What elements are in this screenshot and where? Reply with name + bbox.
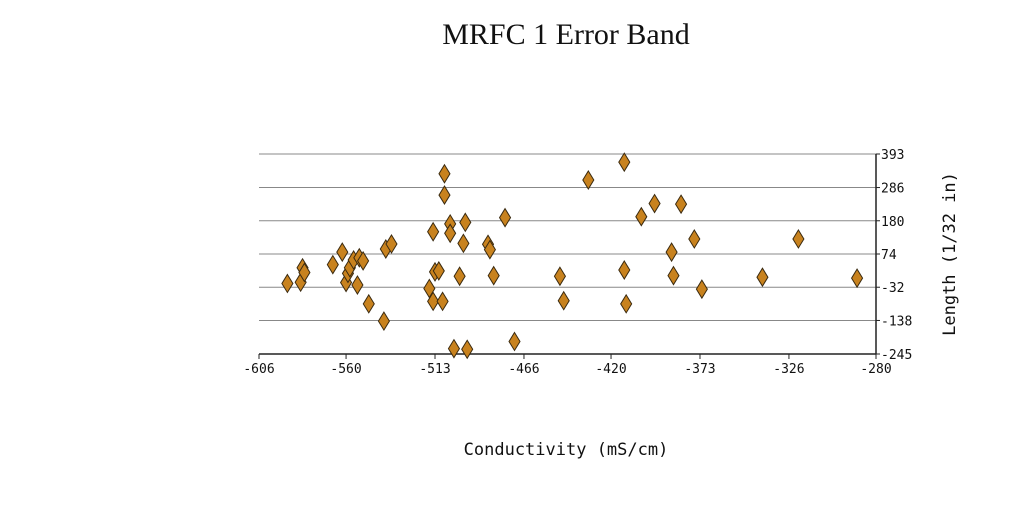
data-point	[357, 250, 370, 271]
y-tick-label: 393	[881, 148, 904, 163]
data-point	[453, 266, 466, 287]
data-point	[298, 262, 311, 283]
x-tick-label: -606	[243, 362, 274, 377]
x-tick-label: -280	[860, 362, 891, 377]
data-point	[351, 275, 364, 295]
data-point	[618, 152, 631, 173]
data-point	[635, 206, 648, 227]
data-point	[336, 242, 349, 263]
y-tick-label: 180	[881, 215, 904, 230]
data-point	[438, 163, 451, 184]
data-point	[674, 194, 688, 215]
data-point	[508, 331, 521, 352]
y-tick-label: 74	[881, 248, 897, 263]
data-point	[362, 293, 375, 314]
data-point	[447, 338, 461, 359]
data-point	[427, 221, 440, 242]
data-point	[756, 267, 769, 288]
data-point	[487, 265, 500, 286]
data-point	[436, 291, 449, 312]
y-axis-ticks: 393 286 180 74 -32 -138 -245	[876, 148, 912, 363]
data-point	[667, 265, 680, 286]
data-point	[457, 233, 470, 254]
data-point	[444, 223, 457, 244]
data-point	[620, 293, 633, 314]
data-point	[423, 278, 436, 299]
data-point	[557, 290, 570, 311]
y-tick-label: -32	[881, 281, 904, 296]
x-tick-label: -560	[330, 362, 361, 377]
data-point	[459, 212, 472, 233]
grid	[259, 153, 876, 321]
data-point	[648, 193, 661, 214]
x-tick-label: -420	[595, 362, 626, 377]
data-point	[281, 273, 294, 294]
y-axis-label: Length (1/32 in)	[940, 172, 960, 336]
data-point	[483, 239, 496, 260]
data-point	[618, 260, 631, 280]
y-tick-label: 286	[881, 182, 904, 197]
data-point	[695, 279, 708, 300]
x-tick-label: -466	[508, 362, 539, 377]
data-point	[438, 185, 451, 206]
data-point	[498, 207, 512, 228]
data-points	[281, 152, 864, 360]
data-point	[665, 242, 678, 263]
data-point	[427, 291, 440, 312]
data-point	[377, 311, 391, 332]
data-point	[326, 254, 339, 275]
data-point	[385, 234, 398, 254]
x-tick-label: -513	[419, 362, 450, 377]
data-point	[850, 268, 864, 289]
data-point	[792, 228, 805, 249]
data-point	[553, 266, 567, 287]
x-tick-label: -326	[773, 362, 804, 377]
x-axis-ticks: -606 -560 -513 -466 -420 -373 -326 -280	[243, 354, 892, 377]
data-point	[461, 339, 474, 360]
x-tick-label: -373	[684, 362, 715, 377]
x-axis-label: Conductivity (mS/cm)	[464, 440, 669, 460]
data-point	[688, 228, 701, 249]
y-tick-label: -138	[881, 314, 912, 329]
y-tick-label: -245	[881, 348, 912, 363]
chart-title: MRFC 1 Error Band	[442, 18, 690, 51]
data-point	[432, 260, 445, 281]
data-point	[582, 170, 595, 190]
